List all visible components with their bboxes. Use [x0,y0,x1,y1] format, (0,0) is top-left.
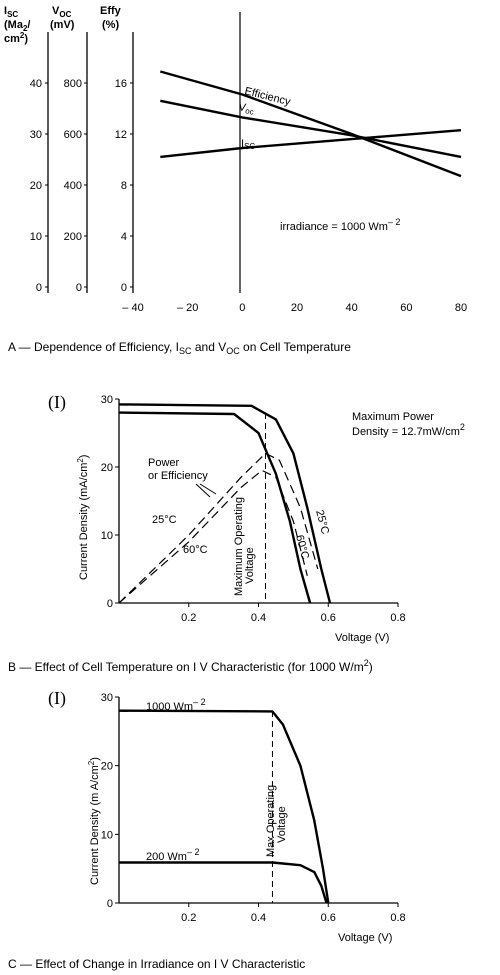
voc-tick-label: 600 [64,129,82,141]
panel-b-caption: B — Effect of Cell Temperature on I V Ch… [8,658,373,674]
series-label-1000: 1000 Wm– 2 [146,697,206,713]
voc-tick-label: 800 [64,78,82,90]
series-line-power-60c [118,469,308,604]
panel-b-series [118,403,332,604]
x-tick-label: 0.2 [181,612,196,624]
isc-axis-unit-2: cm2) [4,31,28,45]
max-op-voltage-label-1: Max Operating [265,785,277,857]
x-tick-label: 0.4 [251,612,266,624]
max-operating-voltage-label-1: Maximum Operating [233,497,245,596]
isc-tick-label: 0 [36,282,42,294]
series-label-voc: Voc [237,101,255,117]
isc-tick-label: 40 [30,78,42,90]
effy-tick-label: 12 [115,129,127,141]
y-tick-label: 0 [107,898,113,910]
panel-a: ISC (Ma2/ cm2) VOC (mV) Effy (%) 0 0 0 10 20… [4,5,467,356]
y-tick-label: 10 [101,829,113,841]
x-tick-label: 0 [239,302,245,314]
effy-tick-label: 0 [121,282,127,294]
irradiance-annotation: irradiance = 1000 Wm– 2 [280,217,400,233]
y-tick-label: 0 [107,598,113,610]
curve-25c-label: 25°C [313,509,331,536]
series-line-efficiency [159,70,462,178]
max-power-note-line-2: Density = 12.7mW/cm2 [352,422,465,438]
series-line-200wm2 [119,861,328,904]
y-tick-label: 10 [101,530,113,542]
series-line-1000wm2 [118,709,330,904]
panel-b-label: (I) [48,392,66,413]
power-25c-label: 25°C [152,514,177,526]
power-label-pointer [195,483,217,498]
panel-c-caption: C — Effect of Change in Irradiance on I … [8,957,305,971]
effy-tick-label: 4 [121,231,127,243]
y-tick-label: 20 [101,761,113,773]
effy-tick-label: 16 [115,78,127,90]
x-tick-label: 0.4 [251,912,266,924]
x-tick-label: 20 [291,302,303,314]
isc-axis-unit: (Ma2/ [4,19,30,33]
isc-axis-header: ISC [4,5,18,19]
max-operating-voltage-label-2: Voltage [244,547,256,584]
series-line-iv-25c [118,403,332,604]
power-label-2: or Efficiency [148,470,208,482]
x-tick-label: 0.8 [390,612,405,624]
panel-b-x-label: Voltage (V) [335,632,389,644]
x-tick-label: 0.6 [321,912,336,924]
series-label-200: 200 Wm– 2 [146,847,199,863]
isc-tick-label: 10 [30,231,42,243]
x-tick-label: 80 [455,302,467,314]
panel-a-caption: A — Dependence of Efficiency, ISC and VO… [8,340,351,356]
voc-tick-label: 0 [76,282,82,294]
panel-b-ticks: 0 10 20 30 0.2 0.4 0.6 0.8 [101,394,406,624]
x-tick-label: 0.6 [321,612,336,624]
x-tick-label: – 40 [122,302,143,314]
series-line-isc [160,129,462,159]
panel-b-y-label: Current Density (mA/cm2) [76,455,90,580]
max-op-voltage-label-2: Voltage [276,806,288,843]
power-60c-label: 60°C [183,544,208,556]
x-tick-label: 40 [346,302,358,314]
panel-c-x-label: Voltage (V) [338,932,392,944]
x-tick-label: 0.8 [390,912,405,924]
voc-tick-label: 400 [64,180,82,192]
power-label-1: Power [148,457,180,469]
y-tick-label: 30 [101,394,113,406]
effy-axis-unit: (%) [102,19,119,31]
panel-c-y-label: Current Density (m A/cm2) [87,757,101,885]
max-power-note-line-1: Maximum Power [352,411,434,423]
panel-c-ticks: 0 10 20 30 0.2 0.4 0.6 0.8 [101,692,406,924]
y-tick-label: 30 [101,692,113,704]
isc-tick-label: 20 [30,180,42,192]
x-tick-label: 60 [400,302,412,314]
panel-c-series [118,709,330,904]
voc-axis-header: VOC [52,5,72,19]
y-tick-label: 20 [101,462,113,474]
voc-tick-label: 200 [64,231,82,243]
panel-a-x-ticks: – 40 – 20 0 20 40 60 80 [122,302,467,314]
effy-axis-header: Effy [100,5,122,17]
panel-b: (I) 0 10 20 30 0.2 0.4 0.6 0.8 Current Density … [8,392,465,674]
x-tick-label: – 20 [177,302,198,314]
panel-a-series [159,70,462,178]
series-line-voc [160,99,462,159]
series-line-iv-60c [118,411,312,604]
effy-tick-label: 8 [121,180,127,192]
panel-c: (I) 0 10 20 30 0.2 0.4 0.6 0.8 Current Density … [8,688,406,971]
panel-c-label: (I) [48,688,66,709]
voc-axis-unit: (mV) [50,19,75,31]
x-tick-label: 0.2 [181,912,196,924]
isc-tick-label: 30 [30,129,42,141]
panel-a-ticks: 0 0 0 10 200 4 20 400 8 30 600 12 40 800 16 [30,78,133,294]
series-label-isc: ISC [241,138,255,151]
